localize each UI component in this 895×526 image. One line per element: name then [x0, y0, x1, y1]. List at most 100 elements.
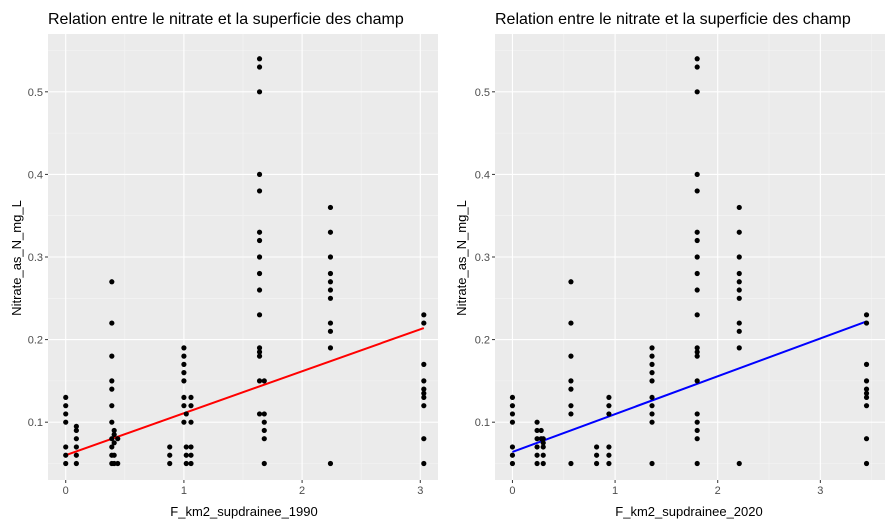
- chart-title: Relation entre le nitrate et la superfic…: [48, 11, 404, 28]
- data-point: [256, 237, 263, 244]
- y-tick-label: 0.4: [28, 169, 43, 181]
- data-point: [594, 460, 600, 467]
- data-point: [188, 444, 194, 450]
- data-point: [109, 279, 115, 285]
- data-point: [736, 287, 742, 293]
- data-point: [256, 312, 263, 318]
- data-point: [181, 419, 187, 425]
- data-point: [606, 411, 612, 417]
- data-point: [421, 320, 427, 326]
- data-point: [694, 312, 700, 318]
- data-point: [167, 452, 173, 458]
- regression-line: [65, 327, 425, 457]
- data-point: [736, 270, 742, 277]
- data-point: [256, 229, 263, 235]
- data-point: [327, 279, 334, 285]
- data-point: [606, 394, 612, 401]
- data-point: [109, 320, 115, 326]
- data-point: [736, 320, 742, 326]
- data-point: [181, 345, 187, 351]
- data-point: [694, 89, 700, 95]
- data-point: [181, 394, 187, 401]
- data-point: [694, 345, 700, 351]
- axis-ticks: 0 1 2 3 0.1 0.2 0.3 0.4 0.5: [475, 87, 824, 497]
- data-point: [73, 452, 79, 458]
- data-point: [736, 295, 742, 301]
- data-point: [509, 403, 516, 409]
- data-point: [649, 460, 655, 467]
- data-point: [183, 452, 189, 458]
- data-point: [694, 411, 700, 417]
- data-point: [509, 394, 516, 401]
- data-point: [694, 353, 700, 359]
- data-point: [568, 279, 574, 285]
- data-point: [594, 444, 600, 450]
- data-point: [109, 378, 115, 384]
- data-point: [188, 452, 194, 458]
- data-point: [327, 295, 334, 301]
- data-point: [327, 204, 334, 211]
- data-point: [256, 89, 263, 95]
- trendline-group: [512, 320, 867, 453]
- data-point: [111, 427, 117, 434]
- x-tick-label: 3: [417, 485, 423, 497]
- x-tick-label: 1: [612, 485, 618, 497]
- data-point: [327, 270, 334, 277]
- data-point: [540, 452, 546, 458]
- data-point: [540, 440, 546, 446]
- x-tick-label: 2: [715, 485, 721, 497]
- data-point: [649, 394, 655, 401]
- data-point: [256, 171, 263, 178]
- data-point: [181, 361, 187, 367]
- data-point: [256, 64, 263, 70]
- data-point: [606, 444, 612, 450]
- data-point: [540, 460, 546, 467]
- x-axis-title: F_km2_supdrainee_1990: [170, 504, 317, 519]
- y-tick-label: 0.2: [28, 335, 43, 347]
- data-point: [534, 452, 540, 458]
- data-point: [863, 312, 870, 318]
- data-point: [63, 460, 69, 467]
- data-point: [509, 460, 516, 467]
- data-point: [694, 287, 700, 293]
- data-point: [649, 370, 655, 376]
- data-point: [188, 403, 194, 409]
- data-point: [188, 460, 194, 467]
- data-point: [694, 188, 700, 194]
- data-point: [261, 460, 267, 467]
- data-points: [509, 56, 870, 467]
- trendline-group: [65, 327, 425, 457]
- data-point: [109, 353, 115, 359]
- data-point: [63, 394, 69, 401]
- data-point: [649, 419, 655, 425]
- data-point: [109, 444, 115, 450]
- data-point: [63, 452, 69, 458]
- data-point: [694, 427, 700, 434]
- chart-title: Relation entre le nitrate et la superfic…: [495, 11, 851, 28]
- data-point: [167, 444, 173, 450]
- data-point: [736, 345, 742, 351]
- data-point: [736, 460, 742, 467]
- data-point: [649, 411, 655, 417]
- data-point: [568, 386, 574, 392]
- data-point: [63, 444, 69, 450]
- data-point: [73, 436, 79, 442]
- data-point: [327, 320, 334, 326]
- data-point: [421, 361, 427, 367]
- data-point: [327, 328, 334, 334]
- data-point: [694, 171, 700, 178]
- data-point: [111, 431, 117, 438]
- data-point: [694, 419, 700, 425]
- data-point: [694, 229, 700, 235]
- data-point: [73, 423, 79, 429]
- data-point: [256, 378, 263, 384]
- data-point: [256, 188, 263, 194]
- data-point: [256, 254, 263, 260]
- data-point: [109, 419, 115, 425]
- data-point: [109, 386, 115, 392]
- data-point: [327, 254, 334, 260]
- data-point: [538, 427, 544, 434]
- data-point: [863, 378, 870, 384]
- x-tick-label: 2: [299, 485, 305, 497]
